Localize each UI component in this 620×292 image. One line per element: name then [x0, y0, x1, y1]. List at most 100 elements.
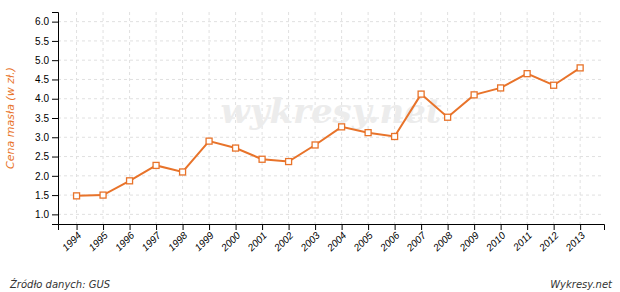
x-tick-label: 2009 [457, 229, 482, 254]
y-tick-label: 3.0 [35, 132, 49, 143]
y-tick-label: 5.0 [35, 55, 49, 66]
x-tick: 1996 [113, 224, 137, 253]
marker [74, 193, 80, 199]
marker [365, 130, 371, 136]
x-tick: 2005 [351, 224, 376, 254]
y-tick-mark [52, 22, 58, 23]
marker [127, 178, 133, 184]
y-tick: 3.0 [35, 132, 58, 143]
marker [524, 71, 530, 77]
grid-line [129, 12, 130, 224]
marker [418, 91, 424, 97]
y-tick: 2.5 [35, 151, 58, 162]
x-tick-mark [103, 224, 104, 230]
marker [312, 142, 318, 148]
x-tick-label: 2012 [536, 229, 561, 254]
x-tick-mark [156, 224, 157, 230]
marker [286, 159, 292, 165]
marker [551, 82, 557, 88]
x-tick-label: 2011 [510, 230, 534, 254]
x-tick-mark [448, 224, 449, 230]
x-tick-mark [527, 224, 528, 230]
x-tick: 2010 [483, 224, 508, 254]
x-tick: 2002 [271, 224, 296, 254]
y-tick-mark [52, 157, 58, 158]
y-tick: 6.0 [35, 16, 58, 27]
x-tick-mark [236, 224, 237, 230]
x-tick-label: 1996 [113, 229, 137, 253]
y-tick-mark [52, 79, 58, 80]
x-tick-mark [395, 224, 396, 230]
grid [58, 12, 604, 224]
y-tick: 4.5 [35, 74, 58, 85]
y-tick-mark [52, 137, 58, 138]
x-tick-mark [262, 224, 263, 230]
x-tick-label: 2004 [324, 229, 349, 254]
x-tick: 2008 [430, 224, 455, 254]
x-tick-mark [421, 224, 422, 230]
y-tick-label: 1.5 [35, 190, 49, 201]
x-tick: 2006 [377, 224, 402, 254]
y-tick-label: 2.0 [35, 171, 49, 182]
x-tick-mark [130, 224, 131, 230]
watermark: wykresy.net [220, 91, 441, 131]
x-tick-mark [474, 224, 475, 230]
x-tick-mark [209, 224, 210, 230]
x-tick-mark [554, 224, 555, 230]
y-tick-label: 3.5 [35, 113, 49, 124]
y-tick: 5.0 [35, 55, 58, 66]
series [74, 65, 584, 199]
x-tick-mark [315, 224, 316, 230]
grid-line [58, 214, 604, 215]
y-tick: 4.0 [35, 93, 58, 104]
x-tick-label: 2013 [563, 229, 588, 254]
grid-line [58, 60, 604, 61]
x-tick-label: 2002 [271, 229, 296, 254]
y-tick-mark [52, 195, 58, 196]
y-tick-mark [52, 60, 58, 61]
footer-note: Wykresy.net [550, 279, 613, 290]
x-tick-label: 2008 [430, 229, 455, 254]
x-tick: 2009 [457, 224, 482, 254]
y-tick-mark [52, 118, 58, 119]
x-tick: 1999 [192, 224, 216, 253]
x-tick: 2004 [324, 224, 349, 254]
marker [153, 162, 159, 168]
x-tick-label: 2006 [377, 229, 402, 254]
marker [100, 192, 106, 198]
grid-line [182, 12, 183, 224]
marker [259, 156, 265, 162]
y-tick: 1.5 [35, 190, 58, 201]
y-tick-mark [52, 99, 58, 100]
marker [339, 124, 345, 130]
x-tick: 1997 [139, 224, 163, 253]
y-axis-line [52, 13, 59, 225]
grid-line [58, 79, 604, 80]
x-tick-mark [77, 224, 78, 230]
y-tick: 5.5 [35, 36, 58, 47]
y-tick-mark [52, 41, 58, 42]
y-tick-label: 4.5 [35, 74, 49, 85]
x-tick: 2000 [218, 224, 243, 254]
x-tick: 2011 [510, 224, 534, 253]
x-tick-label: 2010 [483, 229, 508, 254]
x-tick-label: 2000 [218, 229, 243, 254]
x-tick-label: 1994 [60, 229, 84, 253]
y-tick-mark [52, 214, 58, 215]
line [77, 68, 581, 196]
x-tick-mark [501, 224, 502, 230]
y-tick-mark [52, 176, 58, 177]
y-tick-label: 6.0 [35, 16, 49, 27]
x-tick: 1998 [166, 224, 190, 253]
x-tick-label: 1999 [192, 229, 216, 253]
y-tick-label: 4.0 [35, 93, 49, 104]
y-tick-label: 5.5 [35, 36, 49, 47]
grid-line [553, 12, 554, 224]
marker [206, 138, 212, 144]
source-note: Źródło danych: GUS [9, 278, 111, 290]
x-tick-label: 1995 [86, 229, 110, 253]
x-tick-mark [289, 224, 290, 230]
x-tick: 2007 [404, 224, 429, 254]
grid-line [58, 40, 604, 41]
y-axis: 1.01.52.02.53.03.54.04.55.05.56.0 [35, 13, 58, 225]
